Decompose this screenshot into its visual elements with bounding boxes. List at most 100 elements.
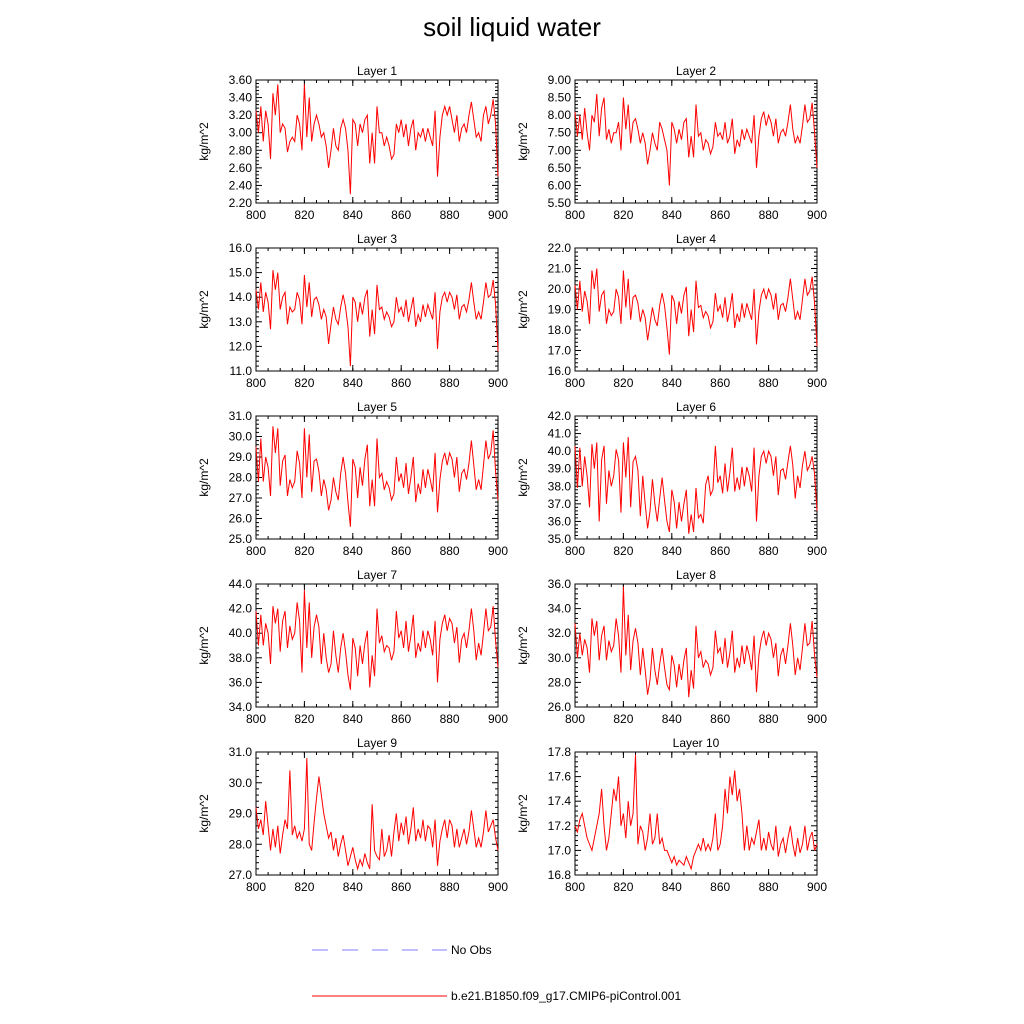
y-tick-label: 27.0 xyxy=(229,868,253,882)
x-tick-label: 820 xyxy=(613,544,633,558)
y-tick-label: 29.0 xyxy=(229,450,253,464)
y-tick-label: 41.0 xyxy=(548,427,572,441)
panel-title: Layer 3 xyxy=(357,232,397,246)
x-tick-label: 840 xyxy=(343,712,363,726)
y-tick-label: 25.0 xyxy=(229,532,253,546)
x-tick-label: 860 xyxy=(710,376,730,390)
x-tick-label: 800 xyxy=(565,544,585,558)
x-tick-label: 820 xyxy=(613,376,633,390)
panel-title: Layer 8 xyxy=(676,568,716,582)
x-tick-label: 900 xyxy=(807,208,827,222)
y-tick-label: 22.0 xyxy=(548,241,572,255)
y-tick-label: 17.8 xyxy=(548,745,572,759)
y-tick-label: 26.0 xyxy=(229,512,253,526)
series-line xyxy=(574,586,818,698)
y-tick-label: 40.0 xyxy=(548,444,572,458)
x-tick-label: 800 xyxy=(246,544,266,558)
legend-obs-label: No Obs xyxy=(451,943,492,957)
y-tick-label: 28.0 xyxy=(229,837,253,851)
plot-frame xyxy=(574,415,818,540)
panel-title: Layer 9 xyxy=(357,736,397,750)
x-tick-label: 860 xyxy=(391,208,411,222)
x-tick-label: 880 xyxy=(440,880,460,894)
panel-title: Layer 6 xyxy=(676,400,716,414)
panel-7: Layer 7 kg/m^2 800 820 840 860 880 900 34.0 36.0 3… xyxy=(197,568,508,726)
y-tick-label: 16.8 xyxy=(548,868,572,882)
y-axis-label: kg/m^2 xyxy=(197,626,211,665)
x-tick-label: 800 xyxy=(565,880,585,894)
x-tick-label: 860 xyxy=(391,880,411,894)
x-tick-label: 840 xyxy=(662,208,682,222)
y-tick-label: 6.50 xyxy=(548,161,572,175)
x-tick-label: 860 xyxy=(710,208,730,222)
y-tick-label: 9.00 xyxy=(548,73,572,87)
y-tick-label: 16.0 xyxy=(548,364,572,378)
x-tick-label: 900 xyxy=(807,880,827,894)
panel-title: Layer 1 xyxy=(357,64,397,78)
x-tick-label: 900 xyxy=(807,544,827,558)
panel-title: Layer 2 xyxy=(676,64,716,78)
plot-frame xyxy=(574,247,818,372)
x-tick-label: 820 xyxy=(294,544,314,558)
y-tick-label: 2.60 xyxy=(229,161,253,175)
series-line xyxy=(574,268,818,355)
y-tick-label: 3.00 xyxy=(229,126,253,140)
panel-3: Layer 3 kg/m^2 800 820 840 860 880 900 11.0 12.0 1… xyxy=(197,232,508,390)
x-tick-label: 820 xyxy=(294,880,314,894)
y-tick-label: 36.0 xyxy=(229,675,253,689)
y-tick-label: 17.0 xyxy=(548,843,572,857)
x-tick-label: 820 xyxy=(294,376,314,390)
x-tick-label: 820 xyxy=(294,208,314,222)
y-tick-label: 28.0 xyxy=(229,471,253,485)
y-tick-label: 39.0 xyxy=(548,462,572,476)
y-tick-label: 18.0 xyxy=(548,323,572,337)
series-line xyxy=(255,84,499,195)
x-tick-label: 860 xyxy=(391,544,411,558)
y-tick-label: 30.0 xyxy=(229,776,253,790)
plot-frame xyxy=(255,415,499,540)
legend: No Obs b.e21.B1850.f09_g17.CMIP6-piContro… xyxy=(312,943,681,1003)
series-line xyxy=(255,426,499,527)
y-tick-label: 6.00 xyxy=(548,178,572,192)
x-tick-label: 860 xyxy=(391,376,411,390)
x-tick-label: 840 xyxy=(343,544,363,558)
x-tick-label: 880 xyxy=(440,544,460,558)
y-tick-label: 5.50 xyxy=(548,196,572,210)
y-tick-label: 31.0 xyxy=(229,409,253,423)
plot-frame xyxy=(255,79,499,204)
y-axis-label: kg/m^2 xyxy=(516,122,530,161)
x-tick-label: 840 xyxy=(662,880,682,894)
x-tick-label: 840 xyxy=(343,208,363,222)
x-tick-label: 880 xyxy=(440,712,460,726)
y-tick-label: 36.0 xyxy=(548,577,572,591)
y-axis-label: kg/m^2 xyxy=(197,458,211,497)
x-tick-label: 900 xyxy=(488,880,508,894)
series-line xyxy=(574,754,818,871)
x-tick-label: 860 xyxy=(710,712,730,726)
x-tick-label: 860 xyxy=(710,880,730,894)
y-tick-label: 2.40 xyxy=(229,178,253,192)
y-axis-label: kg/m^2 xyxy=(516,290,530,329)
x-tick-label: 820 xyxy=(613,208,633,222)
y-tick-label: 17.2 xyxy=(548,819,572,833)
y-tick-label: 3.60 xyxy=(229,73,253,87)
panel-title: Layer 5 xyxy=(357,400,397,414)
y-tick-label: 13.0 xyxy=(229,315,253,329)
plot-frame xyxy=(574,583,818,708)
y-tick-label: 34.0 xyxy=(548,602,572,616)
y-tick-label: 21.0 xyxy=(548,262,572,276)
panel-4: Layer 4 kg/m^2 800 820 840 860 880 900 16.0 17.0 1… xyxy=(516,232,827,390)
x-tick-label: 840 xyxy=(662,376,682,390)
x-tick-label: 880 xyxy=(440,376,460,390)
x-tick-label: 820 xyxy=(294,712,314,726)
y-tick-label: 40.0 xyxy=(229,626,253,640)
x-tick-label: 860 xyxy=(710,544,730,558)
y-tick-label: 28.0 xyxy=(548,675,572,689)
y-tick-label: 11.0 xyxy=(230,364,253,378)
panel-8: Layer 8 kg/m^2 800 820 840 860 880 900 26.0 28.0 3… xyxy=(516,568,827,726)
y-tick-label: 32.0 xyxy=(548,626,572,640)
x-tick-label: 880 xyxy=(759,544,779,558)
panel-9: Layer 9 kg/m^2 800 820 840 860 880 900 27.0 28.0 2… xyxy=(197,736,508,894)
legend-model-label: b.e21.B1850.f09_g17.CMIP6-piControl.001 xyxy=(451,989,681,1003)
